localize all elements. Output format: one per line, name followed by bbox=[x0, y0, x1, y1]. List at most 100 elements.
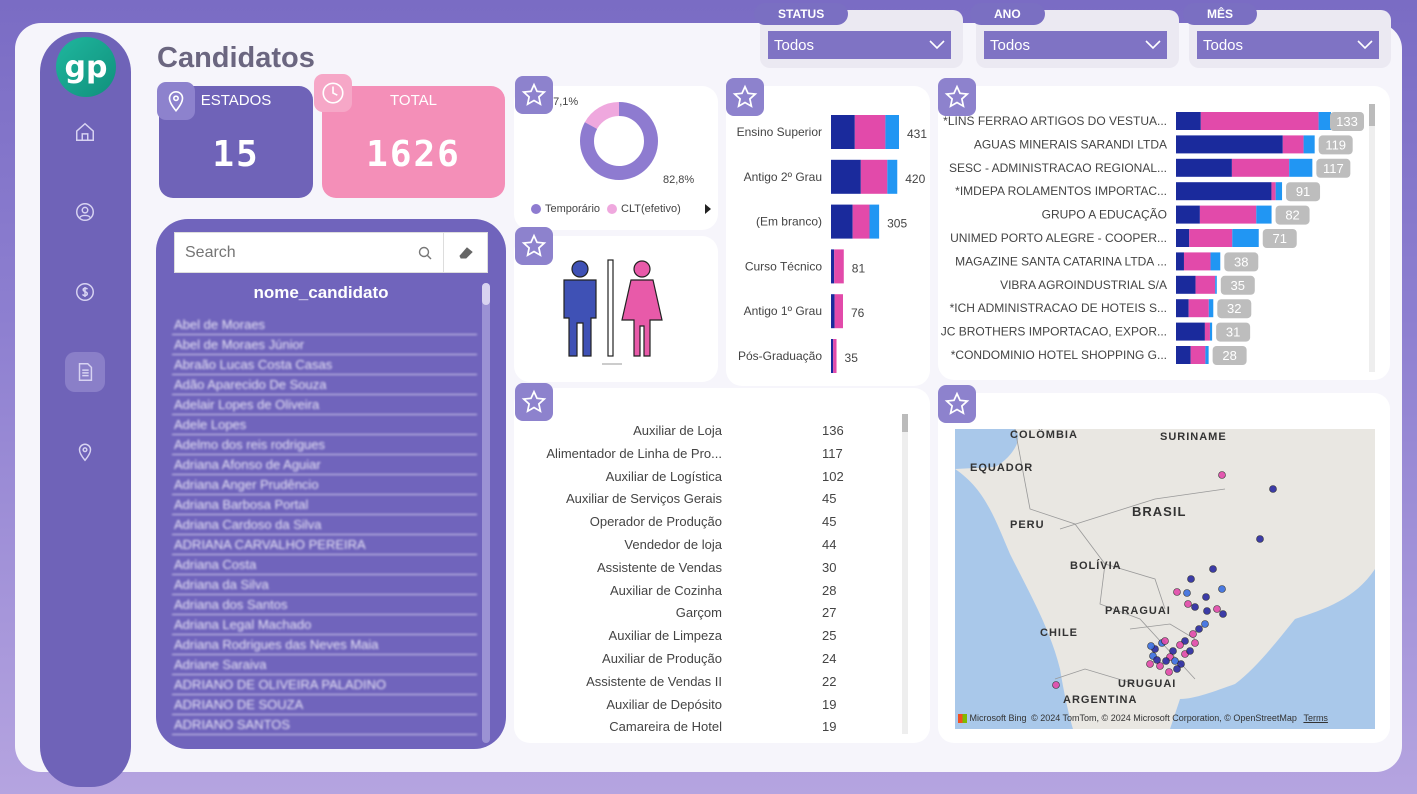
job-title[interactable]: Vendedor de loja bbox=[624, 537, 722, 552]
job-title[interactable]: Auxiliar de Limpeza bbox=[608, 628, 722, 644]
map-point[interactable] bbox=[1181, 637, 1189, 645]
bar-segment[interactable] bbox=[831, 294, 835, 329]
map-point[interactable] bbox=[1191, 603, 1199, 611]
list-item[interactable]: Abraão Lucas Costa Casas bbox=[172, 355, 477, 375]
bar-segment[interactable] bbox=[1176, 229, 1190, 247]
list-item[interactable]: ADRIANO SANTOS bbox=[172, 715, 477, 735]
list-item[interactable]: Adriana Anger Prudêncio bbox=[172, 475, 477, 495]
list-item[interactable]: Adão Aparecido De Souza bbox=[172, 375, 477, 395]
bar-segment[interactable] bbox=[834, 294, 843, 329]
donut-slice-temporario[interactable] bbox=[580, 102, 658, 180]
bar-segment[interactable] bbox=[831, 159, 861, 194]
map-point[interactable] bbox=[1213, 605, 1221, 613]
scrollbar-track[interactable] bbox=[1369, 104, 1375, 372]
job-title[interactable]: Auxiliar de Depósito bbox=[606, 696, 722, 712]
map-point[interactable] bbox=[1052, 681, 1060, 689]
list-item[interactable]: Adriana Afonso de Aguiar bbox=[172, 455, 477, 475]
bar-segment[interactable] bbox=[885, 115, 899, 149]
mes-slicer[interactable]: MÊS Todos bbox=[1183, 3, 1391, 68]
list-item[interactable]: Adriana Costa bbox=[172, 555, 477, 575]
bar-segment[interactable] bbox=[854, 115, 886, 149]
job-title[interactable]: Auxiliar de Loja bbox=[633, 423, 722, 438]
map-point[interactable] bbox=[1201, 620, 1209, 628]
bar-segment[interactable] bbox=[1271, 182, 1276, 201]
search-input[interactable] bbox=[175, 243, 407, 262]
bar-segment[interactable] bbox=[1210, 252, 1221, 271]
document-icon[interactable] bbox=[65, 352, 105, 392]
bar-segment[interactable] bbox=[1204, 322, 1210, 341]
bar-segment[interactable] bbox=[1176, 275, 1196, 294]
bar-segment[interactable] bbox=[1176, 205, 1200, 224]
map-point[interactable] bbox=[1156, 662, 1164, 670]
job-title[interactable]: Camareira de Hotel bbox=[609, 719, 722, 735]
map-point[interactable] bbox=[1187, 575, 1195, 583]
bar-segment[interactable] bbox=[1176, 135, 1283, 154]
bar-segment[interactable] bbox=[1176, 346, 1191, 364]
bar-segment[interactable] bbox=[887, 159, 898, 194]
bar-segment[interactable] bbox=[1256, 205, 1272, 224]
list-item[interactable]: Adelmo dos reis rodrigues bbox=[172, 435, 477, 455]
map-point[interactable] bbox=[1153, 656, 1161, 664]
map-point[interactable] bbox=[1218, 471, 1226, 479]
job-title[interactable]: Operador de Produção bbox=[589, 514, 722, 530]
bar-segment[interactable] bbox=[1282, 135, 1304, 154]
list-item[interactable]: ADRIANO DE OLIVEIRA PALADINO bbox=[172, 675, 477, 695]
bar-segment[interactable] bbox=[852, 204, 870, 239]
scrollbar-track[interactable] bbox=[902, 414, 908, 734]
terms-link[interactable]: Terms bbox=[1303, 712, 1328, 723]
ano-slicer[interactable]: ANO Todos bbox=[970, 3, 1179, 68]
bar-segment[interactable] bbox=[869, 204, 880, 239]
map-point[interactable] bbox=[1165, 668, 1173, 676]
map-point[interactable] bbox=[1184, 600, 1192, 608]
map[interactable]: COLÔMBIA SURINAME EQUADOR BRASIL PERU BOLÍVIA… bbox=[955, 429, 1375, 729]
bar-segment[interactable] bbox=[831, 204, 853, 239]
bar-segment[interactable] bbox=[831, 115, 855, 149]
map-point[interactable] bbox=[1173, 665, 1181, 673]
map-point[interactable] bbox=[1202, 593, 1210, 601]
list-item[interactable]: ADRIANO DE SOUZA bbox=[172, 695, 477, 715]
job-title[interactable]: Garçom bbox=[675, 605, 722, 621]
bar-segment[interactable] bbox=[1189, 229, 1233, 247]
scrollbar-thumb[interactable] bbox=[902, 414, 908, 432]
bar-segment[interactable] bbox=[1205, 346, 1209, 364]
mes-dropdown[interactable]: Todos bbox=[1197, 31, 1379, 59]
bar-segment[interactable] bbox=[1188, 299, 1209, 318]
bar-segment[interactable] bbox=[1275, 182, 1283, 201]
list-item[interactable]: Adriana dos Santos bbox=[172, 595, 477, 615]
bar-segment[interactable] bbox=[1176, 182, 1272, 201]
bar-segment[interactable] bbox=[1200, 112, 1319, 130]
list-item[interactable]: Adriana da Silva bbox=[172, 575, 477, 595]
job-title[interactable]: Auxiliar de Logística bbox=[605, 468, 722, 484]
bar-segment[interactable] bbox=[1231, 158, 1290, 177]
coin-icon[interactable] bbox=[65, 272, 105, 312]
job-title[interactable]: Assistente de Vendas II bbox=[586, 673, 722, 689]
list-item[interactable]: Adriana Cardoso da Silva bbox=[172, 515, 477, 535]
list-item[interactable]: Adriana Rodrigues das Neves Maia bbox=[172, 635, 477, 655]
map-point[interactable] bbox=[1177, 660, 1185, 668]
map-pin-icon[interactable] bbox=[65, 432, 105, 472]
bar-segment[interactable] bbox=[1209, 322, 1213, 341]
bar-segment[interactable] bbox=[1176, 112, 1201, 130]
bar-segment[interactable] bbox=[1318, 112, 1331, 130]
map-point[interactable] bbox=[1161, 637, 1169, 645]
map-point[interactable] bbox=[1147, 642, 1155, 650]
map-point[interactable] bbox=[1189, 630, 1197, 638]
map-point[interactable] bbox=[1203, 607, 1211, 615]
user-icon[interactable] bbox=[65, 192, 105, 232]
map-point[interactable] bbox=[1195, 625, 1203, 633]
map-point[interactable] bbox=[1169, 647, 1177, 655]
job-title[interactable]: Assistente de Vendas bbox=[596, 559, 722, 575]
list-item[interactable]: Adele Lopes bbox=[172, 415, 477, 435]
map-point[interactable] bbox=[1256, 535, 1264, 543]
status-dropdown[interactable]: Todos bbox=[768, 31, 951, 59]
bar-segment[interactable] bbox=[1190, 346, 1206, 364]
map-point[interactable] bbox=[1218, 585, 1226, 593]
map-point[interactable] bbox=[1173, 588, 1181, 596]
bar-segment[interactable] bbox=[834, 249, 844, 284]
eraser-icon[interactable] bbox=[443, 233, 487, 272]
legend-next-arrow-icon[interactable] bbox=[705, 204, 711, 214]
list-item[interactable]: ADRIANA CARVALHO PEREIRA bbox=[172, 535, 477, 555]
bar-segment[interactable] bbox=[1199, 205, 1257, 224]
scrollbar-thumb[interactable] bbox=[1369, 104, 1375, 126]
home-icon[interactable] bbox=[65, 112, 105, 152]
